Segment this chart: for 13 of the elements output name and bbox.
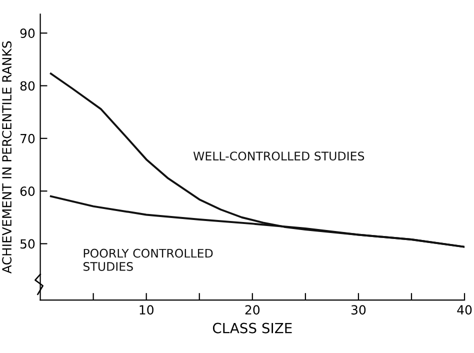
x-tick-label: 20 bbox=[245, 305, 260, 315]
y-tick-label: 70 bbox=[20, 134, 35, 144]
y-tick-label: 60 bbox=[20, 186, 35, 196]
y-tick-label: 90 bbox=[20, 28, 35, 38]
x-tick-label: 30 bbox=[351, 305, 366, 315]
y-axis-title: ACHIEVEMENT IN PERCENTILE RANKS bbox=[2, 41, 12, 274]
x-tick-label: 40 bbox=[457, 305, 472, 315]
text: WELL-CONTROLLED STUDIES bbox=[193, 152, 364, 161]
x-axis-title: CLASS SIZE bbox=[212, 322, 292, 334]
y-tick-label: 50 bbox=[20, 239, 35, 249]
y-tick-label: 80 bbox=[20, 81, 35, 91]
x-tick-label: 10 bbox=[140, 305, 154, 315]
text: POORLY CONTROLLED STUDIES bbox=[83, 248, 213, 271]
